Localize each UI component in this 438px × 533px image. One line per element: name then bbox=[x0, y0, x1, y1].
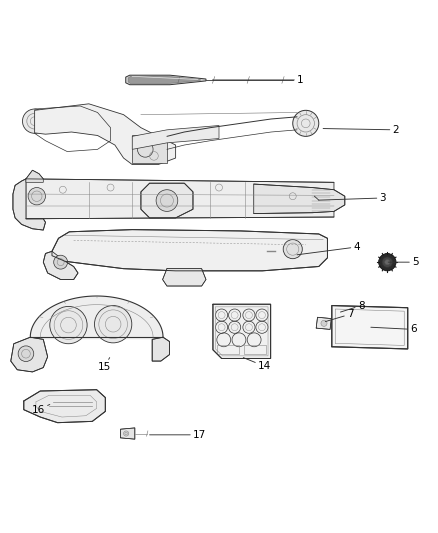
Text: 2: 2 bbox=[323, 125, 399, 135]
Circle shape bbox=[28, 188, 46, 205]
Bar bbox=[132, 135, 167, 163]
Text: 14: 14 bbox=[243, 358, 271, 372]
Polygon shape bbox=[316, 317, 332, 329]
Text: 8: 8 bbox=[340, 301, 364, 312]
Text: 6: 6 bbox=[371, 325, 417, 334]
Polygon shape bbox=[132, 125, 219, 149]
Polygon shape bbox=[30, 296, 163, 340]
Polygon shape bbox=[26, 179, 334, 219]
Polygon shape bbox=[13, 179, 46, 230]
Text: 15: 15 bbox=[98, 358, 111, 372]
Circle shape bbox=[283, 240, 302, 259]
Text: 17: 17 bbox=[150, 430, 206, 440]
Circle shape bbox=[378, 254, 396, 271]
Polygon shape bbox=[43, 252, 78, 279]
Text: 3: 3 bbox=[319, 193, 386, 203]
Circle shape bbox=[156, 190, 178, 212]
Polygon shape bbox=[35, 104, 176, 165]
Text: 1: 1 bbox=[212, 75, 304, 85]
Text: 7: 7 bbox=[325, 309, 353, 321]
Bar bbox=[244, 345, 266, 354]
Circle shape bbox=[385, 260, 390, 265]
Polygon shape bbox=[24, 390, 105, 423]
Polygon shape bbox=[128, 76, 200, 84]
Polygon shape bbox=[162, 269, 206, 286]
Polygon shape bbox=[152, 337, 170, 361]
Circle shape bbox=[293, 110, 319, 136]
Circle shape bbox=[382, 257, 392, 268]
Polygon shape bbox=[141, 183, 193, 218]
Polygon shape bbox=[26, 170, 43, 182]
Polygon shape bbox=[126, 75, 206, 85]
Text: 4: 4 bbox=[297, 242, 360, 255]
Polygon shape bbox=[332, 305, 408, 349]
Polygon shape bbox=[120, 428, 135, 439]
Polygon shape bbox=[213, 304, 271, 359]
Bar bbox=[217, 345, 239, 354]
Circle shape bbox=[54, 255, 67, 269]
Circle shape bbox=[50, 306, 87, 344]
Polygon shape bbox=[52, 230, 328, 271]
Circle shape bbox=[95, 305, 132, 343]
Text: 16: 16 bbox=[32, 405, 50, 415]
Circle shape bbox=[18, 346, 34, 361]
Circle shape bbox=[321, 320, 327, 326]
Polygon shape bbox=[254, 184, 345, 214]
Circle shape bbox=[124, 431, 129, 436]
Text: 5: 5 bbox=[388, 257, 419, 267]
Polygon shape bbox=[11, 337, 48, 372]
Circle shape bbox=[22, 109, 47, 133]
